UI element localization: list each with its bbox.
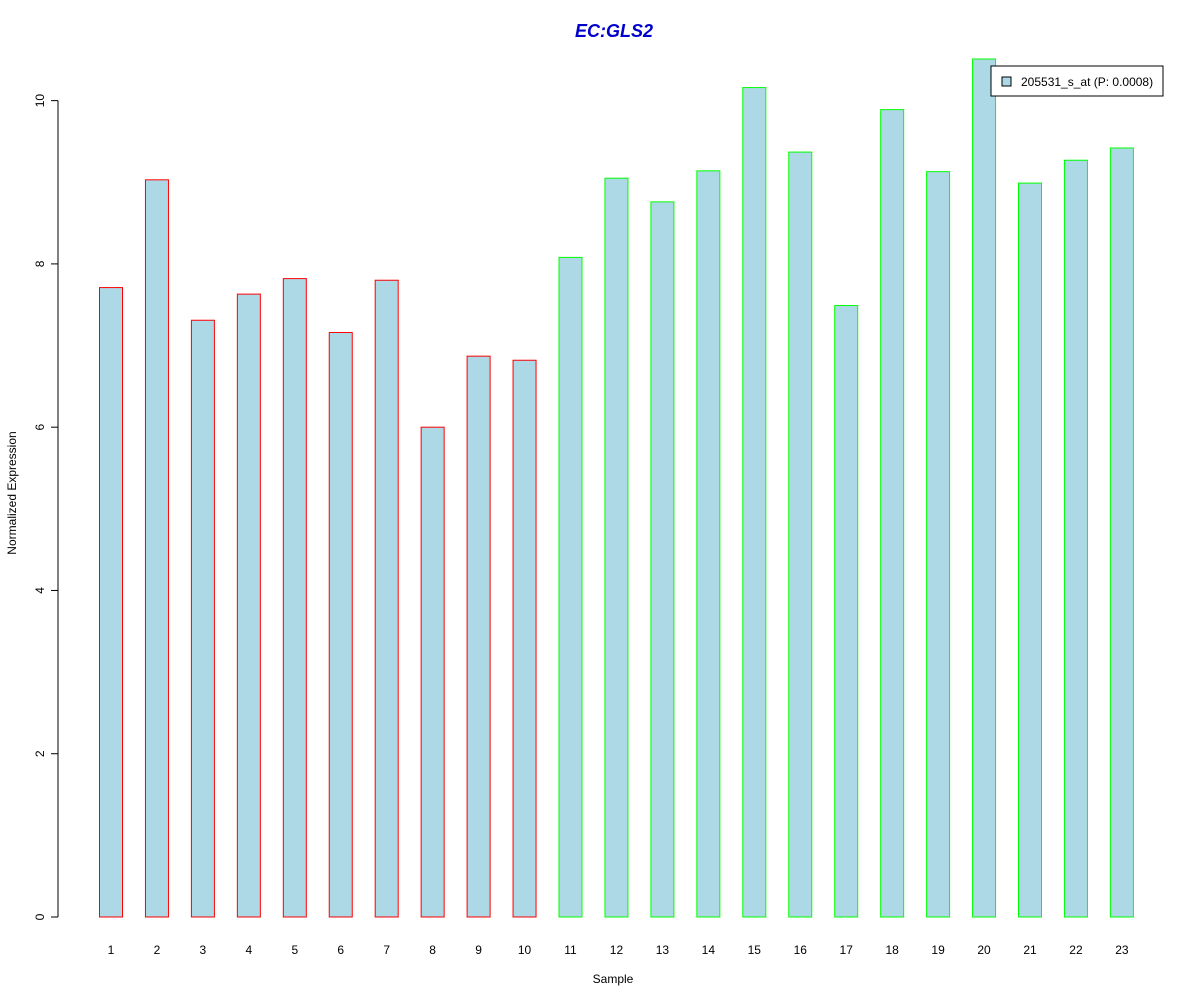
x-tick-label: 7: [383, 943, 390, 957]
x-tick-label: 19: [931, 943, 945, 957]
x-tick-label: 10: [518, 943, 532, 957]
bar-sample-10: [512, 359, 537, 918]
x-tick-label: 3: [200, 943, 207, 957]
legend-swatch: [1001, 76, 1012, 87]
x-tick-label: 14: [702, 943, 716, 957]
y-tick-label: 0: [33, 913, 47, 920]
bar-sample-22: [1063, 159, 1088, 918]
bar-sample-5: [282, 278, 307, 918]
bars-group: [99, 58, 1134, 918]
bar-sample-3: [190, 319, 215, 918]
x-tick-label: 8: [429, 943, 436, 957]
x-tick-label: 20: [977, 943, 991, 957]
x-axis-label: Sample: [593, 972, 634, 986]
bar-sample-19: [926, 171, 951, 918]
x-tick-label: 13: [656, 943, 670, 957]
x-tick-label: 15: [748, 943, 762, 957]
bar-sample-11: [558, 256, 583, 918]
x-tick-labels: 1 2 3 4 5 6 7 8 9 10 11 12 13 14 15 16 17 18 19 20 21 22 23: [108, 943, 1129, 957]
y-tick-label: 6: [33, 424, 47, 431]
x-tick-label: 6: [337, 943, 344, 957]
y-axis-label: Normalized Expression: [5, 431, 19, 554]
bar-sample-23: [1109, 147, 1134, 918]
x-tick-label: 1: [108, 943, 115, 957]
x-tick-label: 21: [1023, 943, 1037, 957]
y-tick-label: 8: [33, 260, 47, 267]
x-tick-label: 17: [840, 943, 854, 957]
x-tick-label: 9: [475, 943, 482, 957]
bar-sample-20: [972, 58, 997, 918]
bar-sample-9: [466, 355, 491, 918]
x-tick-label: 16: [794, 943, 808, 957]
bar-sample-7: [374, 279, 399, 918]
bar-sample-16: [788, 151, 813, 918]
y-tick-label: 4: [33, 587, 47, 594]
bar-sample-4: [236, 293, 261, 918]
bar-sample-2: [144, 179, 169, 918]
x-tick-label: 23: [1115, 943, 1129, 957]
x-tick-label: 2: [154, 943, 161, 957]
x-tick-label: 18: [885, 943, 899, 957]
x-tick-label: 11: [564, 943, 577, 957]
legend-box: [990, 65, 1164, 97]
x-tick-label: 12: [610, 943, 624, 957]
bar-sample-1: [99, 287, 123, 918]
legend: 205531_s_at (P: 0.0008): [990, 65, 1164, 97]
y-axis: 0 2 4 6 8 10: [33, 94, 59, 920]
x-tick-label: 4: [246, 943, 253, 957]
bar-sample-14: [696, 170, 721, 918]
bar-sample-18: [880, 109, 905, 918]
x-tick-label: 5: [291, 943, 298, 957]
chart-title: EC:GLS2: [575, 21, 653, 41]
y-tick-label: 2: [33, 750, 47, 757]
bar-sample-21: [1018, 182, 1042, 918]
bar-sample-17: [834, 305, 859, 918]
bar-sample-8: [420, 426, 445, 918]
bar-sample-15: [742, 87, 767, 918]
bar-sample-6: [328, 331, 353, 918]
bar-sample-12: [604, 177, 629, 918]
bar-sample-13: [650, 201, 675, 918]
legend-label: 205531_s_at (P: 0.0008): [1021, 75, 1153, 89]
y-tick-label: 10: [33, 94, 47, 108]
x-tick-label: 22: [1069, 943, 1083, 957]
